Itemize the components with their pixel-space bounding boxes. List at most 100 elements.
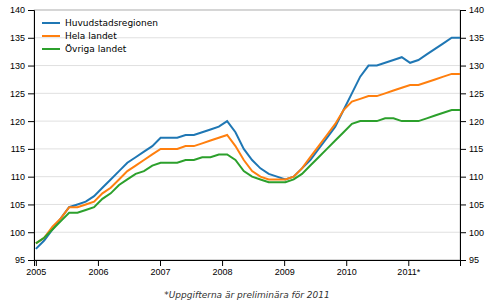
tick-label: 2009 bbox=[275, 267, 295, 277]
tick: 120 bbox=[460, 116, 484, 126]
tick: 125 bbox=[460, 89, 484, 99]
tick-label: 100 bbox=[469, 228, 484, 238]
legend-label: Övriga landet bbox=[65, 44, 127, 54]
tick-mark bbox=[98, 260, 99, 266]
tick-mark bbox=[36, 260, 37, 266]
grid-line bbox=[34, 93, 460, 94]
legend-swatch bbox=[42, 35, 60, 37]
tick-label: 2010 bbox=[337, 267, 357, 277]
tick-label: 130 bbox=[10, 61, 25, 71]
tick: 2006 bbox=[88, 260, 108, 277]
series-line bbox=[36, 110, 460, 243]
tick: 130 bbox=[460, 61, 484, 71]
tick-label: 120 bbox=[10, 116, 25, 126]
legend: Huvudstadsregionen Hela landet Övriga land… bbox=[42, 18, 158, 54]
grid-line bbox=[34, 65, 460, 66]
tick-label: 140 bbox=[10, 5, 25, 15]
tick-label: 2008 bbox=[213, 267, 233, 277]
tick: 2011* bbox=[397, 260, 420, 277]
legend-item: Hela landet bbox=[42, 31, 117, 41]
tick-mark bbox=[28, 93, 34, 94]
tick: 2008 bbox=[213, 260, 233, 277]
tick: 2005 bbox=[26, 260, 46, 277]
tick: 95 bbox=[460, 255, 479, 265]
y2-axis: 95 100 105 110 115 120 125 130 135 140 bbox=[460, 5, 484, 265]
tick: 125 bbox=[10, 89, 34, 99]
legend-swatch bbox=[42, 48, 60, 50]
tick-mark bbox=[28, 260, 34, 261]
tick-mark bbox=[160, 260, 161, 266]
legend-label: Hela landet bbox=[65, 31, 117, 41]
tick: 140 bbox=[460, 5, 484, 15]
grid-line bbox=[34, 232, 460, 233]
tick: 95 bbox=[15, 255, 34, 265]
tick-mark bbox=[346, 260, 347, 266]
tick-label: 115 bbox=[11, 144, 25, 154]
tick-mark bbox=[460, 149, 466, 150]
lines bbox=[36, 38, 460, 249]
tick-mark bbox=[28, 177, 34, 178]
tick-mark bbox=[460, 232, 466, 233]
grid-line bbox=[34, 176, 460, 177]
tick-mark bbox=[28, 66, 34, 67]
tick-label: 125 bbox=[469, 89, 484, 99]
tick: 105 bbox=[460, 200, 484, 210]
tick-mark bbox=[408, 260, 409, 266]
tick: 110 bbox=[11, 172, 34, 182]
tick: 120 bbox=[10, 116, 34, 126]
tick-mark bbox=[28, 38, 34, 39]
tick: 2007 bbox=[150, 260, 170, 277]
series-line bbox=[36, 38, 460, 249]
legend-item: Huvudstadsregionen bbox=[42, 18, 158, 28]
axis-line bbox=[35, 261, 461, 267]
tick-mark bbox=[460, 38, 466, 39]
legend-item: Övriga landet bbox=[42, 44, 127, 54]
tick-label: 110 bbox=[469, 172, 483, 182]
tick-mark bbox=[460, 121, 466, 122]
tick-label: 135 bbox=[469, 33, 484, 43]
tick-mark bbox=[460, 177, 466, 178]
chart: 2005 2006 2007 2008 2009 2010 2011* 95 100 105 110… bbox=[0, 0, 494, 304]
tick-label: 105 bbox=[10, 200, 25, 210]
plot: 2005 2006 2007 2008 2009 2010 2011* 95 100 105 110… bbox=[10, 5, 484, 277]
tick: 140 bbox=[10, 5, 34, 15]
tick-label: 2006 bbox=[88, 267, 108, 277]
tick-label: 95 bbox=[15, 255, 25, 265]
tick: 100 bbox=[10, 228, 34, 238]
tick-label: 140 bbox=[469, 5, 484, 15]
tick: 115 bbox=[460, 144, 483, 154]
tick-mark bbox=[460, 10, 466, 11]
tick: 135 bbox=[460, 33, 484, 43]
plot-frame bbox=[34, 10, 460, 260]
tick: 2009 bbox=[275, 260, 295, 277]
tick-label: 115 bbox=[469, 144, 483, 154]
tick-mark bbox=[460, 260, 466, 261]
tick-label: 95 bbox=[469, 255, 479, 265]
tick-label: 110 bbox=[11, 172, 25, 182]
tick-mark bbox=[28, 204, 34, 205]
legend-label: Huvudstadsregionen bbox=[65, 18, 158, 28]
tick-mark bbox=[28, 121, 34, 122]
tick-label: 2005 bbox=[26, 267, 46, 277]
tick-mark bbox=[222, 260, 223, 266]
x-axis: 2005 2006 2007 2008 2009 2010 2011* bbox=[26, 260, 460, 277]
legend-swatch bbox=[42, 22, 60, 24]
tick-mark bbox=[284, 260, 285, 266]
tick: 105 bbox=[10, 200, 34, 210]
tick-mark bbox=[460, 204, 466, 205]
y-axis: 95 100 105 110 115 120 125 130 135 140 bbox=[10, 5, 35, 265]
grid-line bbox=[34, 148, 460, 149]
tick-mark bbox=[28, 10, 34, 11]
footnote: *Uppgifterna är preliminära för 2011 bbox=[164, 290, 329, 300]
tick: 110 bbox=[460, 172, 483, 182]
series-line bbox=[36, 74, 460, 243]
tick-label: 2007 bbox=[150, 267, 170, 277]
tick-mark bbox=[28, 149, 34, 150]
tick-mark bbox=[460, 93, 466, 94]
axis-line bbox=[461, 11, 467, 261]
tick: 130 bbox=[10, 61, 34, 71]
tick-label: 125 bbox=[10, 89, 25, 99]
tick: 135 bbox=[10, 33, 34, 43]
tick-label: 105 bbox=[469, 200, 484, 210]
grid bbox=[34, 10, 460, 260]
